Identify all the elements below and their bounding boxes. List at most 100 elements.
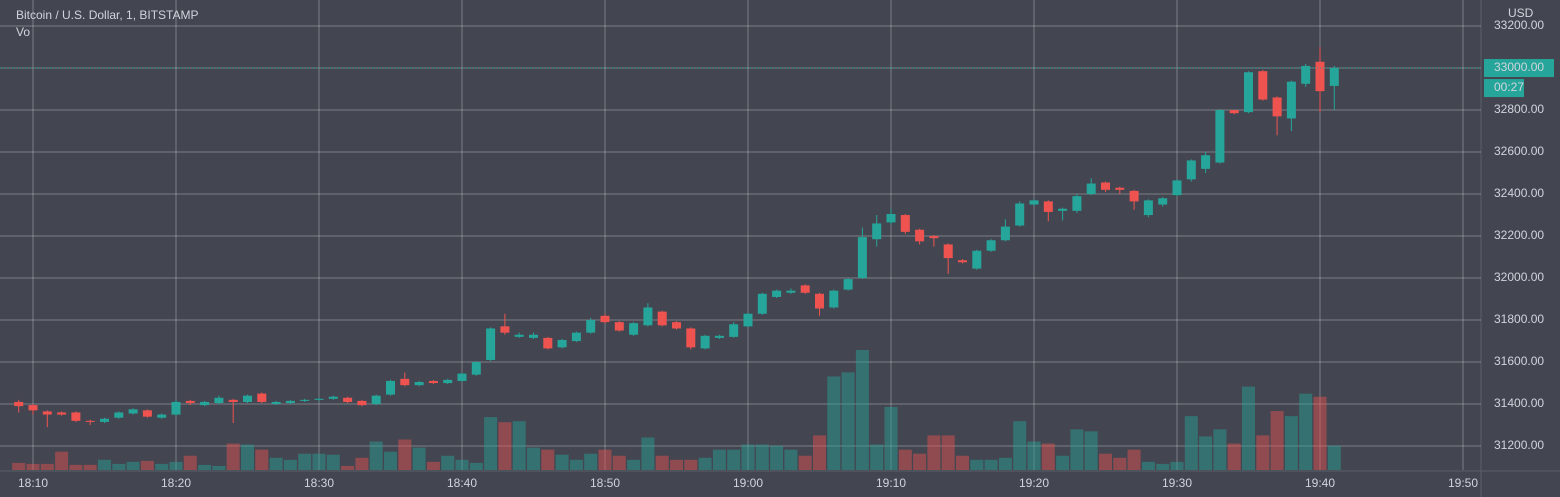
- candle-body: [872, 223, 882, 240]
- candle-body: [185, 400, 195, 404]
- volume-bar: [298, 453, 312, 470]
- candle-body: [271, 401, 281, 405]
- volume-bar: [12, 462, 26, 470]
- candle-body: [1115, 187, 1125, 190]
- volume-bar: [612, 455, 626, 470]
- candle-body: [1000, 226, 1010, 241]
- candle-body: [757, 293, 767, 314]
- candle-body: [729, 324, 739, 337]
- volume-bar: [312, 453, 326, 470]
- volume-bar: [941, 435, 955, 470]
- candle-body: [772, 290, 782, 297]
- candle-body: [700, 335, 710, 349]
- candle-body: [314, 398, 324, 400]
- volume-bar: [855, 350, 869, 470]
- volume-bar: [126, 461, 140, 470]
- volume-bar: [741, 444, 755, 470]
- chart-title: Bitcoin / U.S. Dollar, 1, BITSTAMP: [16, 8, 199, 22]
- volume-bar: [1041, 443, 1055, 470]
- volume-bar: [498, 422, 512, 470]
- candle-body: [328, 396, 338, 399]
- candle-body: [57, 412, 67, 415]
- candle-body: [486, 328, 496, 360]
- volume-bar: [140, 460, 154, 470]
- candle-body: [257, 393, 267, 402]
- volume-legend: Vo: [16, 25, 30, 39]
- countdown-box: [1484, 79, 1524, 98]
- y-tick-label: 31600.00: [1494, 354, 1544, 368]
- volume-bar: [1099, 453, 1112, 470]
- candle-body: [28, 405, 38, 411]
- y-tick-label: 31800.00: [1494, 312, 1544, 326]
- volume-bar: [484, 417, 498, 470]
- volume-bar: [1213, 429, 1227, 470]
- volume-bar: [627, 459, 641, 470]
- volume-bar: [527, 447, 540, 470]
- volume-bar: [398, 439, 412, 470]
- candle-body: [1201, 155, 1211, 169]
- candle-body: [886, 213, 896, 223]
- volume-bar: [798, 455, 812, 470]
- volume-bar: [1256, 435, 1270, 470]
- volume-bar: [956, 455, 969, 470]
- candle-body: [1272, 97, 1282, 117]
- candle-body: [386, 380, 395, 395]
- volume-bar: [1056, 455, 1070, 470]
- volume-bar: [1156, 463, 1170, 470]
- candle-body: [285, 400, 295, 404]
- y-tick-label: 32200.00: [1494, 228, 1544, 242]
- volume-bar: [727, 449, 741, 470]
- volume-bar: [341, 465, 355, 470]
- volume-bar: [26, 463, 40, 470]
- last-price-box: [1484, 59, 1554, 78]
- y-tick-label: 31200.00: [1494, 438, 1544, 452]
- x-tick-label: 19:40: [1305, 476, 1335, 490]
- volume-bar: [1084, 431, 1098, 470]
- volume-bar: [813, 435, 826, 470]
- last-price-label: 33000.00: [1494, 60, 1544, 74]
- volume-bar: [426, 461, 440, 470]
- volume-bar: [98, 459, 111, 470]
- volume-bar: [1227, 443, 1241, 470]
- candle-body: [543, 337, 553, 349]
- candle-body: [1101, 182, 1110, 190]
- candle-body: [786, 290, 796, 293]
- candle-body: [1329, 68, 1339, 86]
- volume-bar: [555, 454, 569, 470]
- candle-body: [100, 418, 109, 422]
- candle-body: [42, 411, 52, 415]
- candle-body: [1043, 201, 1053, 212]
- volume-bar: [1327, 445, 1341, 470]
- candle-body: [943, 244, 953, 259]
- candle-body: [1229, 110, 1239, 114]
- volume-bar: [1141, 461, 1155, 470]
- volume-bar: [283, 459, 297, 470]
- x-tick-label: 18:10: [18, 476, 48, 490]
- volume-bar: [512, 421, 526, 470]
- volume-bar: [183, 455, 197, 470]
- candle-body: [457, 373, 467, 381]
- candle-body: [529, 334, 538, 338]
- x-tick-label: 18:30: [304, 476, 334, 490]
- x-tick-label: 19:10: [876, 476, 906, 490]
- volume-bar: [226, 443, 240, 470]
- volume-bar: [326, 454, 340, 470]
- candle-body: [571, 332, 581, 342]
- candle-body: [714, 335, 724, 338]
- volume-bar: [898, 449, 912, 470]
- candle-layer: [14, 47, 1339, 428]
- volume-bar: [770, 445, 784, 470]
- candle-body: [1244, 72, 1253, 113]
- candle-body: [214, 397, 224, 404]
- candle-body: [986, 240, 996, 251]
- candle-body: [1215, 110, 1225, 163]
- volume-bar: [984, 459, 998, 470]
- volume-bar: [584, 453, 598, 470]
- y-tick-label: 33200.00: [1494, 18, 1544, 32]
- candle-body: [915, 229, 925, 242]
- candle-body: [414, 382, 424, 386]
- x-tick-label: 18:40: [447, 476, 477, 490]
